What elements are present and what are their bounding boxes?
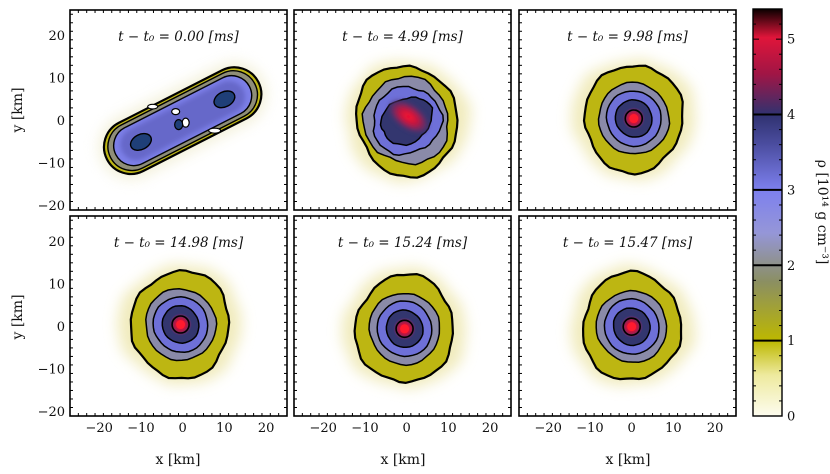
density-field <box>571 59 696 181</box>
core-peak <box>627 322 637 332</box>
panel-2: t − t₀ = 4.99 [ms] <box>293 9 512 211</box>
x-tick-label: 0 <box>403 421 411 436</box>
panel-title: t − t₀ = 0.00 [ms] <box>118 29 239 45</box>
ticks <box>70 216 288 417</box>
y-tick-label: −10 <box>38 157 65 172</box>
x-tick-label: 20 <box>258 421 275 436</box>
density-field <box>341 266 466 389</box>
x-tick-label: 10 <box>440 421 457 436</box>
star-core-2 <box>213 90 236 109</box>
panel-title: t − t₀ = 15.24 [ms] <box>338 235 468 251</box>
x-label-col-2: x [km] <box>380 452 425 468</box>
contour-rho-5 <box>171 315 190 334</box>
colorbar-tick-label: 5 <box>787 33 795 48</box>
colorbar-frame <box>752 8 783 417</box>
colorbar: 0 1 2 3 4 5 <box>752 8 795 425</box>
star-core-1 <box>129 132 153 151</box>
panel-4: −20 −10 0 10 20 −20 −10 0 10 20 t − t₀ = 14.98 [ms… <box>38 215 288 436</box>
contour-rho-5 <box>395 319 414 339</box>
panel-1: −20 −10 0 10 20 t − t₀ = 0.00 [ms] <box>38 9 288 214</box>
x-tick-label: 0 <box>628 421 636 436</box>
ticks <box>519 10 737 211</box>
axis-labels: x [km] x [km] x [km] y [km] y [km] ρ [10… <box>10 87 830 468</box>
x-tick-label: −10 <box>576 421 603 436</box>
y-tick-label: −10 <box>38 363 65 378</box>
colorbar-tick-label: 0 <box>787 410 795 425</box>
y-tick-label: −20 <box>38 405 65 420</box>
y-tick-label: 20 <box>48 235 65 250</box>
ticks <box>294 216 512 417</box>
core-peak <box>400 324 410 334</box>
core-region <box>389 100 428 133</box>
y-tick-label: −20 <box>38 199 65 214</box>
panel-5: −20 −10 0 10 20 t − t₀ = 15.24 [ms] <box>293 215 512 436</box>
x-tick-label: −20 <box>534 421 561 436</box>
x-label-col-1: x [km] <box>155 452 200 468</box>
colorbar-gradient <box>753 9 782 416</box>
contour-rho-5 <box>622 317 641 336</box>
y-label-row-1: y [km] <box>10 87 26 133</box>
x-tick-label: 0 <box>179 421 187 436</box>
ticks <box>519 216 737 417</box>
bridge-gap <box>208 127 222 134</box>
colorbar-tick-label: 2 <box>787 259 795 274</box>
panel-title: t − t₀ = 4.99 [ms] <box>342 29 463 45</box>
x-tick-label: −10 <box>127 421 154 436</box>
core-peak <box>629 114 639 124</box>
density-field <box>99 62 267 179</box>
panel-title: t − t₀ = 15.47 [ms] <box>563 235 693 251</box>
bridge-gap <box>181 117 190 128</box>
y-tick-label: 10 <box>48 278 65 293</box>
density-field <box>345 61 472 183</box>
density-field <box>117 264 242 385</box>
colorbar-tick-label: 4 <box>787 108 795 123</box>
panel-3: t − t₀ = 9.98 [ms] <box>518 9 737 211</box>
panel-title: t − t₀ = 9.98 [ms] <box>567 29 688 45</box>
contour-rho-5 <box>624 109 644 128</box>
bridge-core <box>174 119 184 131</box>
y-tick-label: 10 <box>48 72 65 87</box>
x-tick-label: 10 <box>216 421 233 436</box>
x-tick-label: −20 <box>309 421 336 436</box>
panel-6: −20 −10 0 10 20 t − t₀ = 15.47 [ms] <box>518 215 737 436</box>
y-tick-label: 0 <box>57 114 65 129</box>
panel-title: t − t₀ = 14.98 [ms] <box>114 235 244 251</box>
y-tick-label: 0 <box>57 320 65 335</box>
x-tick-label: 20 <box>707 421 724 436</box>
x-tick-label: 10 <box>665 421 682 436</box>
x-tick-label: −10 <box>351 421 378 436</box>
x-tick-label: −20 <box>85 421 112 436</box>
panels: −20 −10 0 10 20 t − t₀ = 0.00 [ms] t − t₀ = 4.… <box>38 9 737 436</box>
x-tick-label: 20 <box>482 421 499 436</box>
colorbar-tick-label: 1 <box>787 334 795 349</box>
density-field <box>570 264 696 386</box>
colorbar-tick-label: 3 <box>787 183 795 198</box>
x-label-col-3: x [km] <box>605 452 650 468</box>
y-tick-label: 20 <box>48 29 65 44</box>
core-peak <box>176 320 186 330</box>
colorbar-label: ρ [10¹⁴ g cm⁻³] <box>814 160 830 265</box>
bridge-gap <box>171 108 181 116</box>
bridge-gap <box>147 103 159 110</box>
ticks <box>70 10 288 211</box>
y-label-row-2: y [km] <box>10 294 26 340</box>
ticks <box>294 10 512 211</box>
